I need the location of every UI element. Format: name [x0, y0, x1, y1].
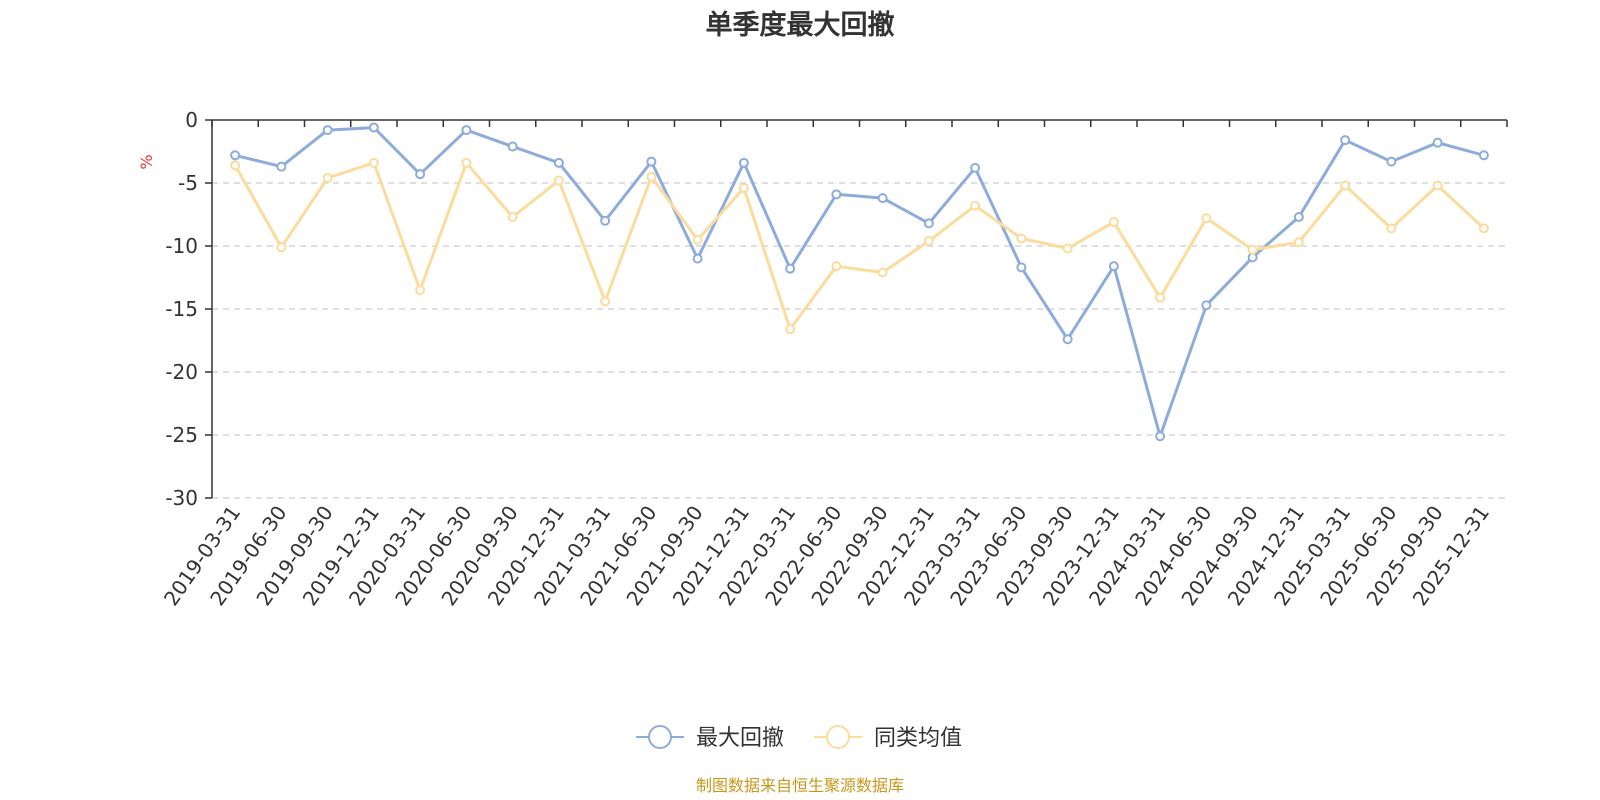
data-point[interactable] [1016, 233, 1027, 244]
data-point[interactable] [1155, 431, 1166, 442]
data-point[interactable] [1108, 261, 1119, 272]
data-point[interactable] [368, 122, 379, 133]
data-point[interactable] [831, 261, 842, 272]
data-point[interactable] [600, 215, 611, 226]
data-point[interactable] [1293, 212, 1304, 223]
data-point[interactable] [1155, 292, 1166, 303]
data-point[interactable] [322, 172, 333, 183]
data-point[interactable] [923, 235, 934, 246]
legend-marker [648, 725, 672, 749]
data-point[interactable] [1201, 213, 1212, 224]
data-point[interactable] [1062, 243, 1073, 254]
data-point[interactable] [1478, 223, 1489, 234]
data-point[interactable] [230, 150, 241, 161]
y-tick-label: -10 [165, 234, 198, 258]
data-point[interactable] [600, 296, 611, 307]
data-source-label: 制图数据来自恒生聚源数据库 [696, 776, 904, 795]
y-axis-tick-labels: 0 -5 -10 -15 -20 -25 -30 [165, 108, 198, 510]
data-point[interactable] [877, 193, 888, 204]
data-point[interactable] [461, 125, 472, 136]
legend-marker [826, 725, 850, 749]
y-tick-label: -25 [165, 423, 198, 447]
y-tick-label: -20 [165, 360, 198, 384]
series-line-同类均值 [233, 161, 1485, 331]
grid-lines [212, 182, 1507, 499]
data-point[interactable] [415, 169, 426, 180]
data-point[interactable] [507, 141, 518, 152]
data-point[interactable] [785, 263, 796, 274]
y-tick-label: -30 [165, 486, 198, 510]
data-point[interactable] [1293, 237, 1304, 248]
legend-label: 最大回撤 [696, 726, 784, 751]
data-point[interactable] [276, 242, 287, 253]
y-axis-unit-label: % [137, 154, 156, 169]
data-point[interactable] [1386, 156, 1397, 167]
x-axis-tick-labels: 2019-03-312019-06-302019-09-302019-12-31… [159, 501, 1494, 610]
data-point[interactable] [1016, 262, 1027, 273]
series-line-最大回撤 [234, 126, 1485, 438]
data-point[interactable] [1340, 135, 1351, 146]
data-point[interactable] [1478, 150, 1489, 161]
data-point[interactable] [1432, 137, 1443, 148]
data-point[interactable] [507, 212, 518, 223]
data-point[interactable] [692, 234, 703, 245]
legend-label: 同类均值 [874, 726, 962, 751]
data-point[interactable] [877, 267, 888, 278]
data-point[interactable] [415, 285, 426, 296]
data-point[interactable] [1062, 334, 1073, 345]
data-point[interactable] [553, 157, 564, 168]
chart-title: 单季度最大回撤 [706, 9, 895, 41]
data-point[interactable] [738, 157, 749, 168]
data-point[interactable] [1340, 180, 1351, 191]
data-point[interactable] [322, 125, 333, 136]
data-point[interactable] [1386, 223, 1397, 234]
data-point[interactable] [646, 171, 657, 182]
data-point[interactable] [970, 200, 981, 211]
data-point[interactable] [785, 324, 796, 335]
legend-item[interactable]: 最大回撤 [636, 725, 784, 751]
data-point[interactable] [1247, 244, 1258, 255]
y-tick-label: 0 [185, 108, 198, 132]
data-point[interactable] [230, 160, 241, 171]
data-point[interactable] [1108, 217, 1119, 228]
legend[interactable]: 最大回撤 同类均值 [636, 725, 962, 751]
data-point[interactable] [553, 175, 564, 186]
y-tick-label: -5 [178, 171, 198, 195]
data-point[interactable] [738, 183, 749, 194]
data-point[interactable] [970, 162, 981, 173]
data-point[interactable] [276, 161, 287, 172]
data-point[interactable] [646, 156, 657, 167]
data-point[interactable] [692, 253, 703, 264]
y-tick-label: -15 [165, 297, 198, 321]
data-point[interactable] [368, 157, 379, 168]
data-point[interactable] [923, 218, 934, 229]
data-point[interactable] [1201, 300, 1212, 311]
data-point[interactable] [1432, 180, 1443, 191]
data-point[interactable] [831, 189, 842, 200]
data-point[interactable] [461, 157, 472, 168]
series-lines [230, 122, 1489, 442]
legend-item[interactable]: 同类均值 [814, 725, 962, 751]
axes [205, 119, 1508, 499]
